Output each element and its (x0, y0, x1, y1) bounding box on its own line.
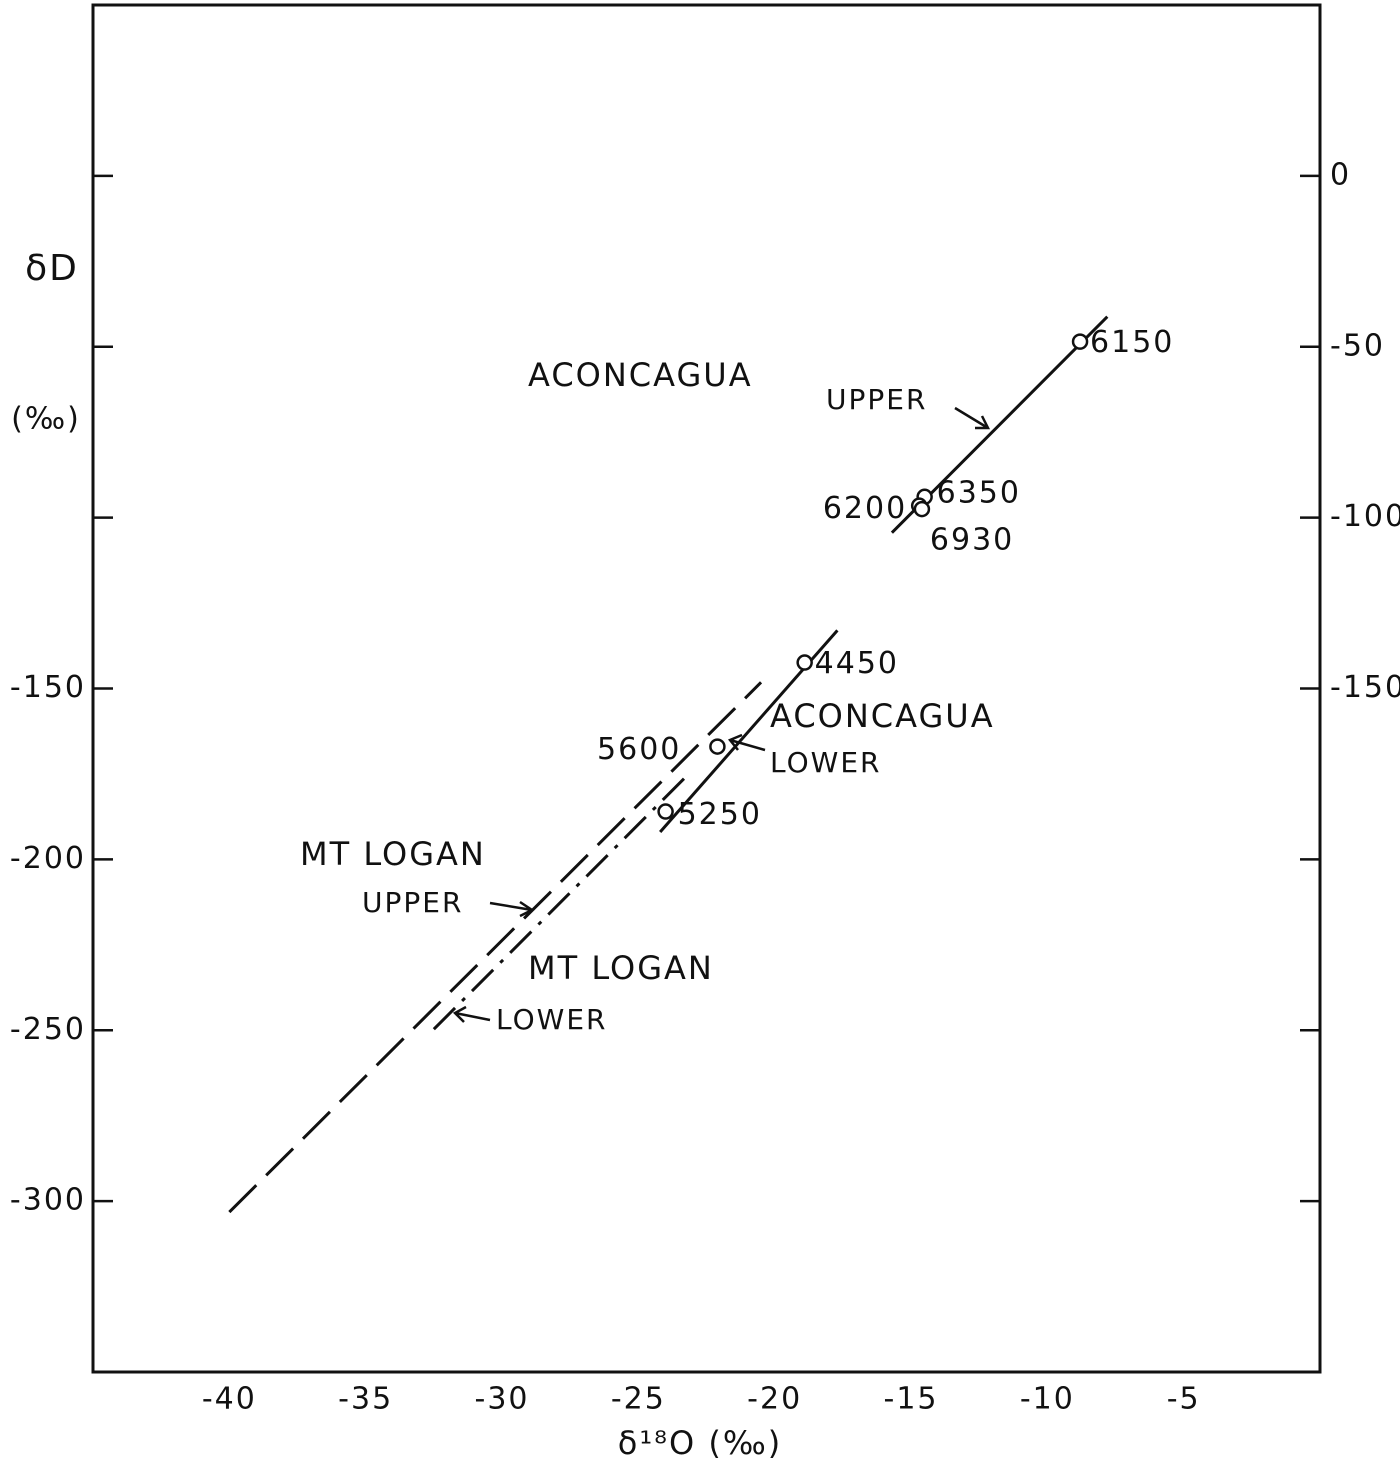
x-tick-label: -5 (1167, 1382, 1201, 1417)
annotation: ACONCAGUA (770, 697, 995, 735)
point-label: 6350 (937, 475, 1021, 510)
x-tick-label: -20 (747, 1382, 802, 1417)
x-tick-label: -10 (1020, 1382, 1075, 1417)
y2-tick-label: 0 (1330, 157, 1351, 192)
annotation: ACONCAGUA (528, 356, 753, 394)
y2-tick-label: -150 (1330, 670, 1400, 705)
y2-tick-label: -50 (1330, 328, 1385, 363)
x-tick-label: -30 (475, 1382, 530, 1417)
y-tick-label: -300 (10, 1183, 86, 1218)
annotation: LOWER (496, 1003, 607, 1036)
data-point (709, 738, 726, 755)
arrow (489, 900, 535, 918)
y-tick-label: -200 (10, 841, 86, 876)
x-tick-label: -15 (884, 1382, 939, 1417)
point-label: 6150 (1090, 325, 1174, 360)
data-point (913, 500, 931, 518)
point-label: 4450 (815, 646, 899, 681)
point-label: 5250 (678, 797, 762, 832)
plot-frame (91, 3, 1322, 1374)
arrow (452, 1005, 491, 1023)
x-tick-label: -40 (202, 1382, 257, 1417)
y-tick-label: -250 (10, 1012, 86, 1047)
line (432, 771, 692, 1031)
data-point (1071, 333, 1089, 350)
annotation: UPPER (362, 886, 463, 919)
x-axis-label: δ¹⁸O (‰) (618, 1424, 783, 1462)
point-label: 6930 (930, 523, 1014, 558)
annotation: MT LOGAN (300, 835, 486, 873)
y-axis-unit: (‰) (11, 402, 81, 437)
arrow (954, 406, 991, 430)
y2-tick-label: -100 (1330, 499, 1400, 534)
point-label: 6200 (823, 491, 907, 526)
point-label: 5600 (597, 732, 681, 767)
x-tick-label: -35 (338, 1382, 393, 1417)
data-point (796, 654, 813, 671)
annotation: UPPER (826, 383, 927, 416)
line (228, 681, 763, 1214)
annotation: LOWER (770, 746, 881, 779)
data-point (657, 803, 674, 820)
y-tick-label: -150 (10, 670, 86, 705)
x-tick-label: -25 (611, 1382, 666, 1417)
annotation: MT LOGAN (528, 949, 714, 987)
y-axis-label: δD (25, 248, 79, 289)
